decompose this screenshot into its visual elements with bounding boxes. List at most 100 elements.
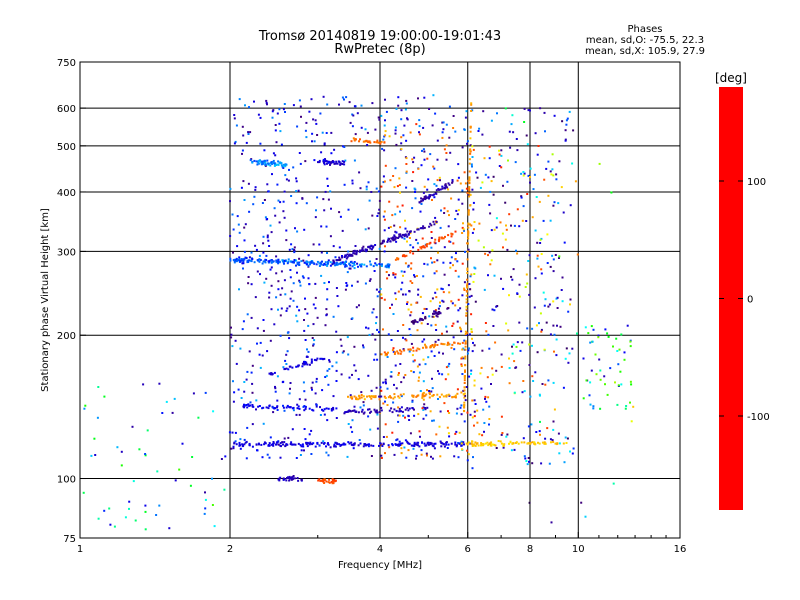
echo-point: [441, 343, 444, 346]
echo-point: [285, 229, 288, 232]
echo-point: [399, 349, 401, 352]
echo-point: [266, 234, 269, 237]
echo-point: [467, 349, 470, 352]
echo-point: [510, 449, 513, 452]
echo-point: [400, 288, 403, 291]
echo-point: [380, 293, 383, 296]
echo-point: [156, 470, 159, 473]
echo-point: [571, 162, 574, 165]
echo-point: [272, 152, 275, 155]
echo-point: [263, 159, 266, 162]
echo-point: [314, 282, 317, 285]
echo-point: [364, 248, 367, 251]
echo-point: [321, 408, 323, 411]
echo-point: [427, 356, 430, 359]
echo-point: [338, 246, 341, 249]
echo-point: [247, 403, 250, 406]
echo-point: [433, 355, 436, 357]
echo-point: [463, 171, 466, 174]
echo-point: [310, 360, 313, 363]
echo-point: [437, 398, 439, 400]
echo-point: [537, 145, 540, 147]
echo-point: [489, 190, 492, 193]
echo-point: [245, 257, 248, 259]
echo-point: [467, 233, 470, 236]
echo-point: [552, 204, 555, 207]
echo-point: [422, 380, 425, 383]
echo-point: [265, 254, 268, 257]
echo-point: [242, 320, 245, 323]
echo-point: [387, 444, 390, 447]
echo-point: [320, 251, 323, 254]
echo-point: [316, 441, 319, 444]
echo-point: [454, 218, 457, 220]
echo-point: [409, 232, 412, 235]
echo-point: [327, 481, 330, 484]
echo-point: [515, 138, 518, 140]
echo-point: [367, 374, 370, 377]
echo-point: [161, 412, 164, 414]
echo-point: [369, 260, 371, 263]
echo-point: [375, 141, 378, 144]
echo-point: [394, 364, 397, 367]
echo-point: [484, 395, 487, 398]
echo-point: [488, 157, 491, 160]
echo-point: [298, 152, 301, 154]
echo-point: [318, 444, 321, 447]
echo-point: [255, 248, 258, 251]
echo-point: [378, 411, 381, 414]
echo-point: [349, 396, 352, 399]
echo-point: [274, 407, 277, 410]
echo-point: [403, 235, 406, 238]
echo-point: [488, 347, 491, 350]
echo-point: [389, 395, 391, 398]
echo-point: [271, 173, 273, 176]
echo-point: [528, 343, 531, 346]
echo-point: [380, 389, 383, 392]
echo-point: [375, 409, 378, 412]
echo-point: [313, 140, 316, 143]
echo-point: [378, 247, 381, 250]
echo-point: [304, 297, 306, 300]
echo-point: [323, 408, 326, 411]
echo-point: [471, 399, 474, 402]
echo-point: [437, 312, 440, 315]
echo-point: [263, 199, 266, 201]
echo-point: [429, 222, 432, 225]
echo-point: [517, 442, 520, 445]
echo-point: [298, 279, 301, 282]
echo-point: [284, 293, 287, 296]
echo-point: [284, 111, 286, 113]
echo-point: [476, 409, 479, 412]
echo-point: [228, 431, 231, 434]
echo-point: [338, 262, 341, 265]
echo-point: [468, 170, 471, 173]
echo-point: [357, 218, 359, 221]
echo-point: [518, 295, 521, 298]
echo-point: [432, 445, 435, 448]
echo-point: [293, 259, 296, 261]
echo-point: [446, 344, 449, 346]
echo-point: [296, 125, 299, 128]
echo-point: [380, 353, 383, 356]
echo-point: [515, 366, 518, 369]
echo-point: [493, 309, 496, 312]
echo-point: [603, 375, 606, 378]
echo-point: [464, 250, 466, 253]
echo-point: [279, 130, 282, 133]
echo-point: [314, 119, 317, 122]
echo-point: [427, 178, 430, 181]
echo-point: [396, 330, 399, 332]
echo-point: [465, 314, 468, 317]
echo-point: [465, 322, 468, 325]
echo-point: [623, 358, 626, 361]
echo-point: [584, 326, 587, 329]
echo-point: [539, 433, 541, 436]
echo-point: [307, 277, 310, 280]
echo-point: [463, 287, 466, 290]
echo-point: [401, 442, 404, 445]
echo-point: [387, 239, 389, 242]
echo-point: [355, 397, 357, 400]
y-tick-label: 750: [57, 58, 76, 69]
echo-point: [495, 447, 498, 449]
